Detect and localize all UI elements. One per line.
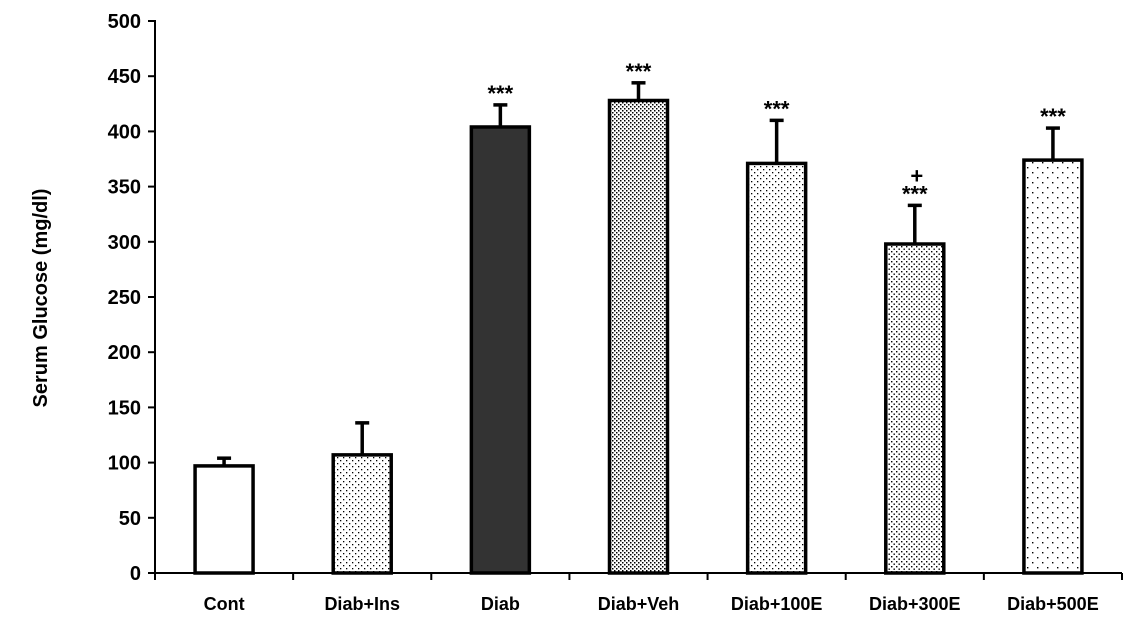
- significance-label: ***: [626, 59, 652, 84]
- y-tick-label: 50: [119, 508, 141, 530]
- x-axis: Cont Diab+Ins Diab Diab+Veh Diab+100E Diab+30…: [154, 573, 1123, 614]
- bar: [331, 453, 393, 575]
- bar: [193, 464, 255, 575]
- x-tick-label: Diab+Ins: [324, 594, 400, 614]
- y-tick-label: 450: [108, 66, 141, 88]
- significance-label: ***: [764, 96, 790, 121]
- y-tick-label: 200: [108, 342, 141, 364]
- y-tick-label: 500: [108, 11, 141, 33]
- y-tick-label: 400: [108, 121, 141, 143]
- secondary-significance-label: +: [910, 163, 923, 188]
- significance-annotations: ************+***: [488, 59, 1067, 207]
- significance-label: ***: [902, 181, 928, 206]
- y-tick-label: 100: [108, 453, 141, 475]
- bar: [607, 98, 670, 575]
- y-tick-label: 300: [108, 232, 141, 254]
- y-tick-label: 350: [108, 177, 141, 199]
- y-tick-label: 250: [108, 287, 141, 309]
- bar: [745, 161, 808, 575]
- y-tick-label: 0: [130, 563, 141, 585]
- x-tick-label: Diab: [481, 594, 520, 614]
- bar: [469, 125, 532, 575]
- y-tick-label: 150: [108, 397, 141, 419]
- x-tick-label: Diab+300E: [869, 594, 961, 614]
- bar: [1022, 158, 1084, 575]
- significance-label: ***: [1040, 104, 1066, 129]
- x-tick-label: Diab+Veh: [598, 594, 680, 614]
- y-axis: 0 50 100 150 200 250 300 350 400 450 500: [108, 11, 155, 585]
- significance-label: ***: [488, 81, 514, 106]
- bar-series: [193, 98, 1084, 575]
- x-tick-label: Diab+500E: [1007, 594, 1099, 614]
- bar: [884, 242, 946, 575]
- x-tick-label: Diab+100E: [731, 594, 823, 614]
- error-bars: [217, 81, 1060, 466]
- x-tick-label: Cont: [204, 594, 245, 614]
- y-axis-label: Serum Glucose (mg/dl): [30, 189, 52, 408]
